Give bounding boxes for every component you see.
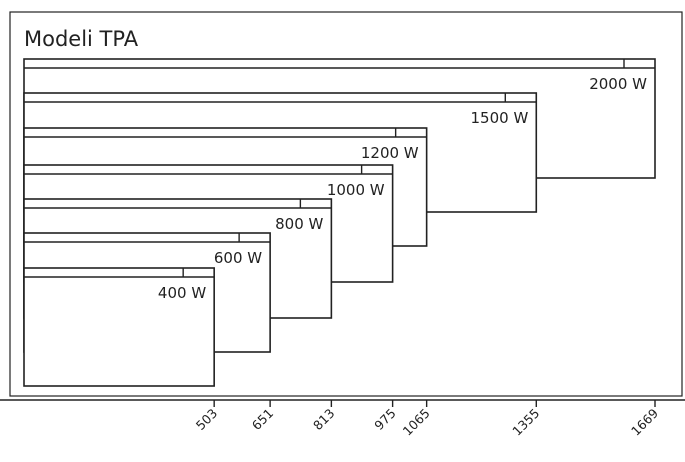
axis-tick-label: 813: [310, 406, 337, 433]
model-400w: 400 W: [23, 267, 215, 387]
model-label: 1200 W: [361, 144, 419, 162]
model-body: [23, 267, 215, 387]
model-label: 400 W: [158, 284, 206, 302]
axis-tick-label: 651: [249, 406, 276, 433]
axis-ticks: 503 651 813 975 1065 1355 1669: [193, 400, 661, 439]
diagram-frame: [9, 11, 683, 397]
model-label: 2000 W: [589, 75, 647, 93]
axis-tick-label: 503: [193, 406, 220, 433]
model-label: 600 W: [214, 249, 262, 267]
diagram-title: Modeli TPA: [24, 27, 139, 51]
axis-tick-label: 1065: [400, 406, 433, 439]
model-label: 1000 W: [327, 181, 385, 199]
model-label: 1500 W: [471, 109, 529, 127]
model-label: 800 W: [275, 215, 323, 233]
axis-tick-label: 1669: [628, 405, 661, 438]
axis-tick-label: 975: [371, 406, 398, 433]
axis-tick-label: 1355: [509, 406, 542, 439]
